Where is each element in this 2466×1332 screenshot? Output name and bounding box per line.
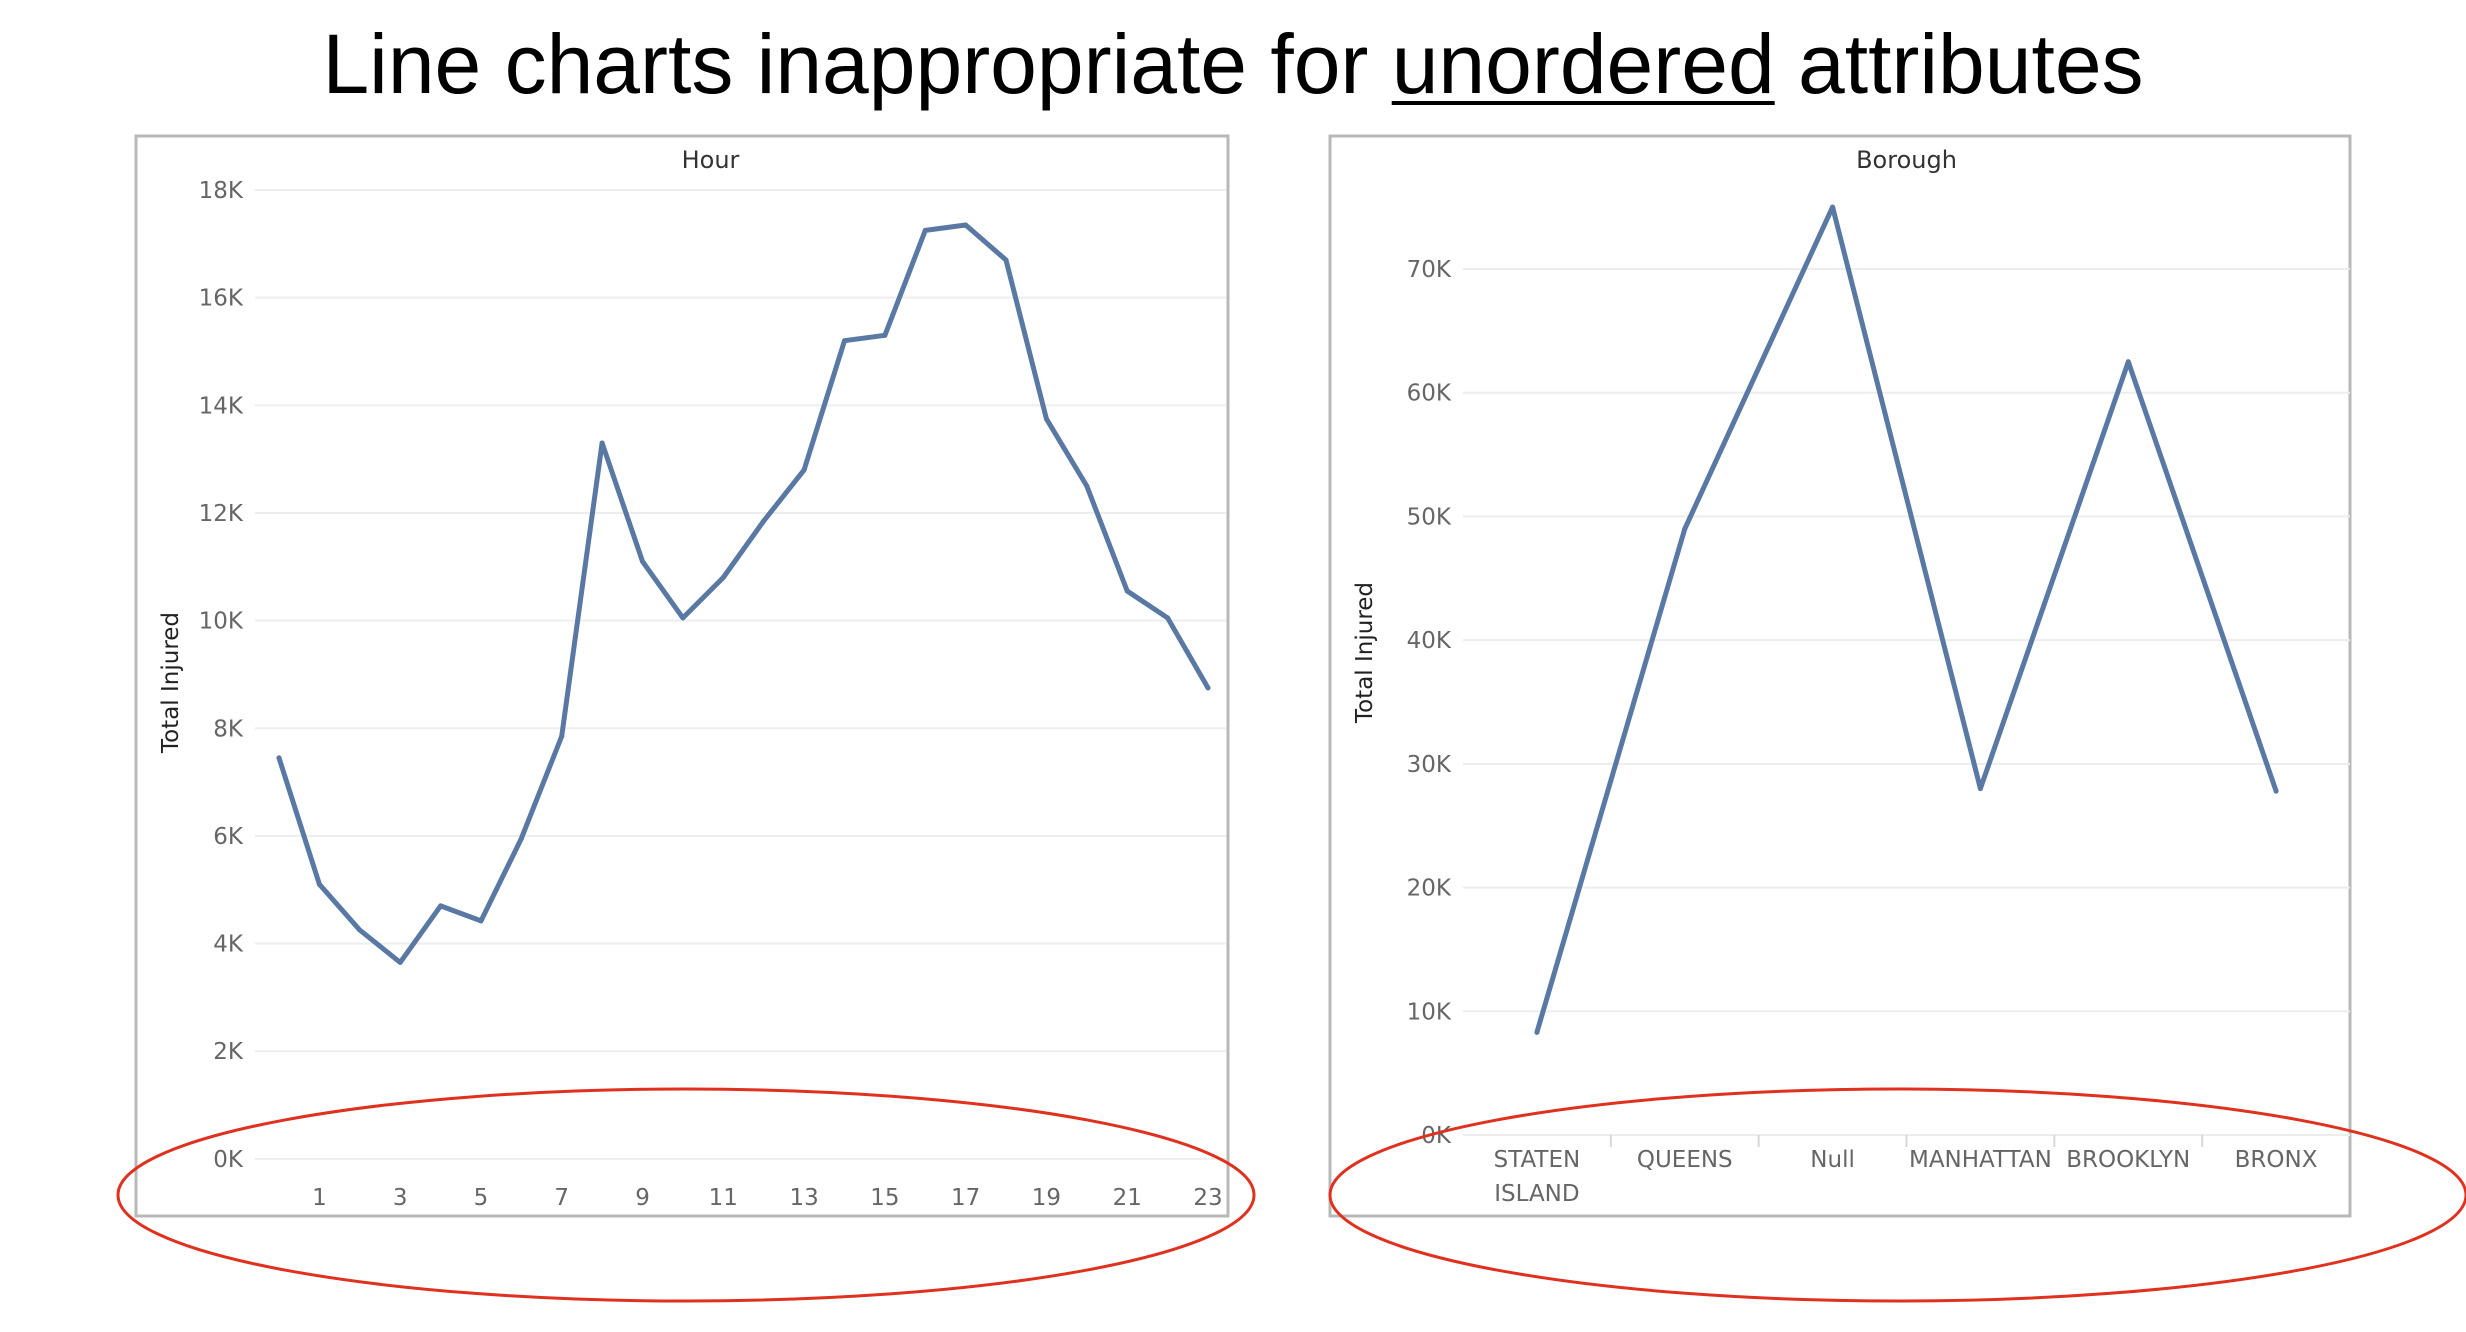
x-tick-label: 15 xyxy=(870,1185,899,1211)
data-point xyxy=(640,558,646,564)
y-tick-label: 6K xyxy=(213,824,244,850)
data-point xyxy=(478,918,484,924)
x-tick-label: BRONX xyxy=(2235,1147,2318,1173)
data-point xyxy=(1977,786,1983,792)
data-point xyxy=(397,959,403,965)
y-tick-label: 60K xyxy=(1407,381,1452,407)
y-tick-label: 8K xyxy=(213,716,244,742)
x-tick-label: QUEENS xyxy=(1637,1147,1733,1173)
x-tick-label: 5 xyxy=(474,1185,489,1211)
data-point xyxy=(1003,257,1009,263)
data-point xyxy=(1682,526,1688,532)
x-tick-label: 9 xyxy=(635,1185,650,1211)
slide-title-suffix: attributes xyxy=(1774,17,2144,111)
y-tick-label: 10K xyxy=(199,609,244,635)
y-tick-label: 10K xyxy=(1407,999,1452,1025)
x-tick-label: Null xyxy=(1810,1147,1855,1173)
data-point xyxy=(1084,483,1090,489)
x-tick-label: 13 xyxy=(789,1185,818,1211)
slide-title-emphasis: unordered xyxy=(1391,17,1775,111)
slide-title-prefix: Line charts inappropriate for xyxy=(322,17,1392,111)
data-point xyxy=(680,615,686,621)
data-point xyxy=(2125,359,2131,365)
x-tick-label: 23 xyxy=(1193,1185,1222,1211)
annotation-ellipse xyxy=(1328,1087,2466,1303)
data-point xyxy=(599,440,605,446)
data-point xyxy=(1830,204,1836,210)
data-point xyxy=(438,903,444,909)
annotation-ellipse xyxy=(116,1087,1256,1303)
data-point xyxy=(801,467,807,473)
y-tick-label: 30K xyxy=(1407,752,1452,778)
y-tick-label: 14K xyxy=(199,393,244,419)
data-point xyxy=(1534,1029,1540,1035)
y-tick-label: 12K xyxy=(199,501,244,527)
data-point xyxy=(1043,416,1049,422)
data-point xyxy=(518,836,524,842)
y-tick-label: 0K xyxy=(213,1147,244,1173)
data-point xyxy=(841,338,847,344)
data-point xyxy=(2273,788,2279,794)
x-tick-label: 21 xyxy=(1113,1185,1142,1211)
data-point xyxy=(761,518,767,524)
x-tick-label: 1 xyxy=(312,1185,327,1211)
data-point xyxy=(1205,685,1211,691)
chart-title: Hour xyxy=(682,146,740,174)
data-point xyxy=(316,881,322,887)
series-line xyxy=(1534,204,2279,1035)
chart-frame xyxy=(134,134,1230,1218)
y-tick-label: 2K xyxy=(213,1039,244,1065)
x-tick-label: 19 xyxy=(1032,1185,1061,1211)
series-line xyxy=(276,222,1211,965)
y-tick-label: 40K xyxy=(1407,628,1452,654)
y-tick-label: 4K xyxy=(213,932,244,958)
x-tick-label: STATEN xyxy=(1494,1147,1581,1173)
data-point xyxy=(559,733,565,739)
data-point xyxy=(882,332,888,338)
data-point xyxy=(276,755,282,761)
x-tick-label: 11 xyxy=(709,1185,738,1211)
slide-title: Line charts inappropriate for unordered … xyxy=(0,18,2466,110)
data-point xyxy=(357,927,363,933)
y-tick-label: 70K xyxy=(1407,257,1452,283)
data-point xyxy=(1165,615,1171,621)
data-point xyxy=(720,575,726,581)
data-point xyxy=(922,227,928,233)
x-tick-label: 7 xyxy=(554,1185,569,1211)
y-tick-label: 16K xyxy=(199,286,244,312)
x-tick-label: 17 xyxy=(951,1185,980,1211)
data-point xyxy=(963,222,969,228)
chart-frame xyxy=(1328,134,2352,1218)
x-tick-label: BROOKLYN xyxy=(2066,1147,2190,1173)
x-tick-label: MANHATTAN xyxy=(1909,1147,2052,1173)
x-tick-label: ISLAND xyxy=(1494,1181,1579,1207)
y-axis-label: Total Injured xyxy=(1352,582,1378,724)
y-tick-label: 18K xyxy=(199,178,244,204)
y-axis-label: Total Injured xyxy=(158,612,184,754)
y-tick-label: 50K xyxy=(1407,504,1452,530)
chart-title: Borough xyxy=(1856,146,1957,174)
data-point xyxy=(1124,588,1130,594)
x-tick-label: 3 xyxy=(393,1185,408,1211)
chart-panel-1: Hour 0K 2K 4K 6K 8K 10K 12K 14K 16K 18K Total Injur… xyxy=(134,134,1230,1218)
y-tick-label: 20K xyxy=(1407,876,1452,902)
